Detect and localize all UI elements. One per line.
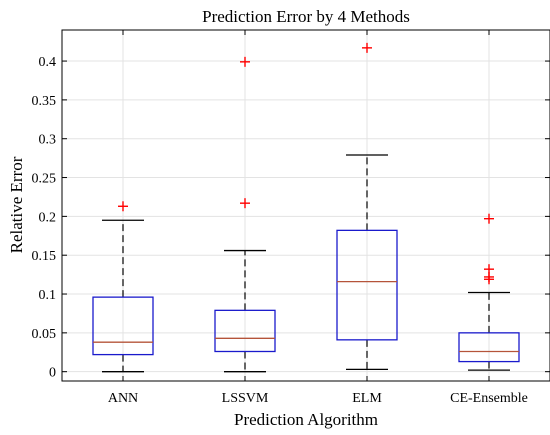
outlier-marker xyxy=(484,213,494,224)
y-tick-label: 0.2 xyxy=(39,210,57,225)
chart-title: Prediction Error by 4 Methods xyxy=(202,7,410,26)
y-tick-label: 0.15 xyxy=(32,249,57,264)
outlier-marker xyxy=(118,201,128,212)
y-tick-label: 0.3 xyxy=(39,133,57,148)
iqr-box xyxy=(92,296,154,356)
box-layer xyxy=(92,42,520,373)
outlier-marker xyxy=(240,198,250,209)
y-tick-label: 0 xyxy=(49,366,56,381)
outlier-marker xyxy=(240,56,250,67)
box-group xyxy=(92,201,154,373)
y-tick-label: 0.1 xyxy=(39,288,57,303)
y-tick-label: 0.35 xyxy=(32,94,57,109)
outlier-marker xyxy=(484,264,494,275)
outlier-marker xyxy=(362,42,372,53)
box-group xyxy=(214,56,276,373)
plot-frame xyxy=(61,29,550,382)
box-group xyxy=(458,213,520,371)
x-tick-label: LSSVM xyxy=(222,391,269,406)
iqr-box xyxy=(336,229,398,341)
tick-layer: 0 0.05 0.1 0.15 0.2 0.25 0.3 0.35 0.4 ANN LSSVM ELM… xyxy=(32,30,550,406)
x-axis-label: Prediction Algorithm xyxy=(234,410,378,429)
grid-layer xyxy=(62,30,550,381)
iqr-box xyxy=(458,332,520,363)
y-axis-label: Relative Error xyxy=(7,156,26,253)
x-tick-label: ELM xyxy=(352,391,382,406)
box-group xyxy=(336,42,398,371)
y-tick-label: 0.05 xyxy=(32,327,57,342)
x-tick-label: ANN xyxy=(108,391,138,406)
y-tick-label: 0.4 xyxy=(39,55,57,70)
x-tick-label: CE-Ensemble xyxy=(450,391,528,406)
y-tick-label: 0.25 xyxy=(32,172,57,187)
iqr-box xyxy=(214,309,276,353)
